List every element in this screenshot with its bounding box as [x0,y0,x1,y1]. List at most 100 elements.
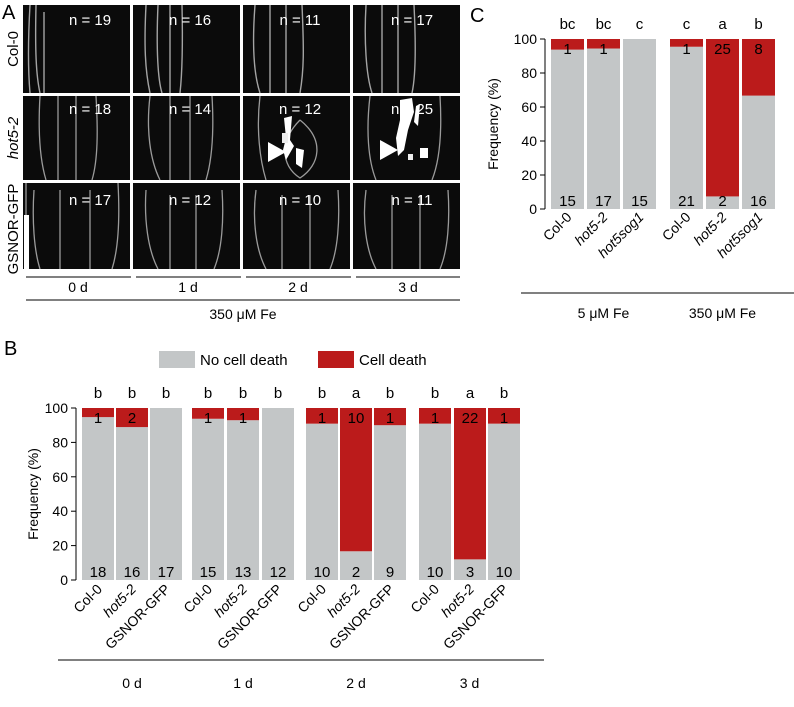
count-label-no-death: 18 [90,564,107,581]
count-label-no-death: 2 [352,564,360,581]
bar-no-cell-death [374,425,406,580]
significance-letter: b [431,385,439,402]
micro-row-hot5: n = 18 n = 14 n = 12 n = 25 [23,95,460,181]
count-label-no-death: 10 [427,564,444,581]
bar-no-cell-death [454,559,486,580]
count-label-death: 1 [500,410,508,427]
category-label: Col-0 [540,209,575,244]
bar-no-cell-death [150,408,182,580]
significance-letter: c [683,16,691,33]
count-label-death: 8 [754,41,762,58]
bar-cell-death [227,408,259,421]
micrograph [23,183,130,269]
count-label-death: 1 [318,410,326,427]
y-tick-label: 20 [52,538,68,554]
count-label-no-death: 2 [718,193,726,210]
count-label-death: 1 [94,410,102,427]
y-tick-label: 40 [521,133,537,149]
column-label: 0 d [68,279,87,295]
y-tick-label: 100 [514,31,538,47]
bar-no-cell-death [340,551,372,580]
arrowhead-icon [380,140,398,160]
bar-cell-death [488,408,520,424]
y-axis-label: Frequency (%) [485,78,501,170]
n-label: n = 11 [279,12,320,29]
significance-letter: b [500,385,508,402]
count-label-death: 1 [431,410,439,427]
category-label: Col-0 [659,209,694,244]
root-outlines [27,4,417,94]
count-label-death: 2 [128,410,136,427]
y-tick-label: 80 [521,65,537,81]
n-label: n = 14 [169,101,211,118]
bar-no-cell-death [670,46,703,209]
micrograph [23,5,130,93]
bar-cell-death [742,39,775,96]
count-label-no-death: 3 [466,564,474,581]
category-label: Col-0 [180,581,215,616]
row-label: hot5-2 [5,116,22,159]
legend-label: No cell death [200,352,288,369]
y-tick-label: 40 [52,503,68,519]
micro-row-gsnor: n = 17 n = 12 n = 10 n = 11 [23,182,460,270]
n-label: n = 16 [169,12,211,29]
legend-label: Cell death [359,352,427,369]
root-outlines [25,182,450,270]
bar-cell-death [306,408,338,424]
bar-no-cell-death [742,95,775,209]
micrograph [353,5,460,93]
y-tick-label: 80 [52,434,68,450]
group-label: 0 d [122,675,141,691]
bar-cell-death [419,408,451,424]
n-label: n = 25 [391,101,433,118]
micrograph [133,96,240,180]
count-label-no-death: 17 [595,193,612,210]
y-tick-label: 60 [521,99,537,115]
significance-letter: a [466,385,475,402]
significance-letter: b [274,385,282,402]
group-label: 2 d [346,675,365,691]
micrograph [243,5,350,93]
count-label-no-death: 10 [314,564,331,581]
count-label-no-death: 15 [200,564,217,581]
bar-no-cell-death [192,418,224,580]
legend-swatch-death [318,351,354,368]
category-label: Col-0 [407,581,442,616]
bar-no-cell-death [623,39,656,209]
bar-no-cell-death [116,427,148,580]
bright-edge [24,215,29,269]
count-label-death: 1 [204,410,212,427]
bar-no-cell-death [419,423,451,580]
n-label: n = 11 [391,192,432,209]
n-label: n = 10 [279,192,321,209]
treatment-label: 350 μM Fe [209,306,276,322]
n-label: n = 18 [69,101,111,118]
count-label-no-death: 21 [678,193,695,210]
count-label-no-death: 10 [496,564,513,581]
count-label-death: 22 [462,410,479,427]
dead-cell-signal [396,98,428,160]
count-label-no-death: 15 [559,193,576,210]
significance-letter: a [352,385,361,402]
significance-letter: b [162,385,170,402]
bar-cell-death [454,408,486,560]
bar-cell-death [192,408,224,419]
significance-letter: b [318,385,326,402]
bar-cell-death [374,408,406,426]
bar-cell-death [551,39,584,50]
y-tick-label: 100 [45,400,69,416]
count-label-death: 1 [563,41,571,58]
bar-cell-death [340,408,372,552]
significance-letter: a [718,16,727,33]
n-label: n = 19 [69,12,111,29]
column-label: 3 d [398,279,417,295]
significance-letter: bc [560,16,576,33]
n-label: n = 17 [391,12,433,29]
y-tick-label: 0 [60,572,68,588]
column-label: 2 d [288,279,307,295]
row-label: Col-0 [5,31,22,67]
bar-no-cell-death [262,408,294,580]
significance-letter: b [754,16,762,33]
